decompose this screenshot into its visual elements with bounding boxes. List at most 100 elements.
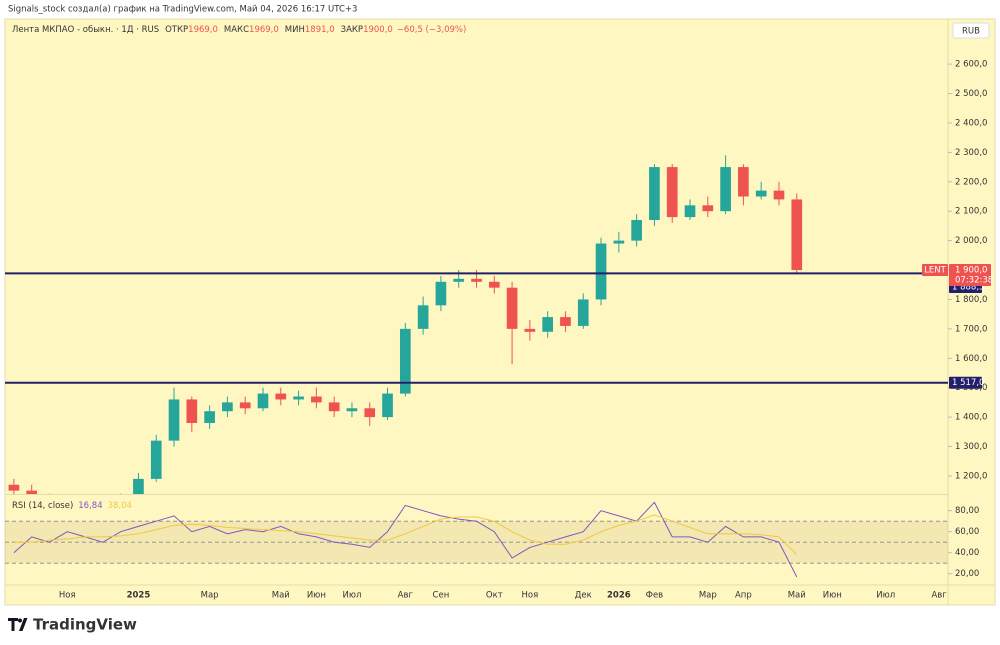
logo: TradingView <box>8 616 137 634</box>
x-tick-label: Мар <box>201 591 219 601</box>
candle-body <box>791 199 803 271</box>
x-tick-label: Авг <box>398 591 414 601</box>
x-tick-label: Сен <box>433 591 450 601</box>
candle-body <box>524 328 536 332</box>
countdown: 07:32:38 <box>955 276 993 286</box>
x-tick-label: Июн <box>823 591 842 601</box>
y-tick-label: 2 100,0 <box>955 207 987 217</box>
rsi-pane: RSI (14, close) 16,84 38,04 <box>5 501 948 578</box>
candle-body <box>738 167 749 197</box>
rsi-ma-line <box>13 514 798 556</box>
candle-body <box>239 402 251 409</box>
y-tick-label: 1 800,0 <box>955 295 987 305</box>
candle-body <box>649 167 660 221</box>
candle-body <box>631 220 642 241</box>
rsi-readout: 38,04 <box>108 501 132 511</box>
candle-body <box>364 408 376 418</box>
rsi-y-tick-label: 80,00 <box>955 506 979 516</box>
axes: 1 200,01 300,01 400,01 500,01 600,01 700… <box>59 60 993 601</box>
ohlc-label: МАКС <box>224 25 249 35</box>
candle-body <box>471 278 482 282</box>
x-tick-label: Дек <box>575 591 592 601</box>
ohlc-value: 1969,0 <box>249 25 279 35</box>
ticker: LENT <box>924 266 946 276</box>
candle-body <box>222 402 233 412</box>
x-tick-label: Май <box>272 591 290 601</box>
candle-body <box>150 440 162 479</box>
candle-body <box>435 281 447 306</box>
candle-body <box>595 243 607 300</box>
price-pane <box>5 155 948 494</box>
x-tick-label: Окт <box>486 591 503 601</box>
y-tick-label: 2 200,0 <box>955 177 987 187</box>
x-tick-label: Июл <box>342 591 361 601</box>
candle-body <box>346 408 358 412</box>
currency: RUB <box>962 27 980 37</box>
candle-body <box>506 287 518 329</box>
attribution: Signals_stock создал(а) график на Tradin… <box>8 5 357 15</box>
x-tick-label: Май <box>788 591 806 601</box>
rsi-title: RSI (14, close) <box>12 501 73 511</box>
candle-body <box>328 402 340 412</box>
level-label: 1 517,0 <box>952 378 984 388</box>
y-tick-label: 1 400,0 <box>955 413 987 423</box>
currency-box[interactable] <box>952 22 990 39</box>
ohlc-label: МИН <box>285 25 305 35</box>
candle-body <box>773 190 785 200</box>
y-tick-label: 2 000,0 <box>955 236 987 246</box>
chart-background <box>4 18 996 606</box>
y-tick-label: 2 500,0 <box>955 89 987 99</box>
x-tick-label: 2026 <box>607 591 631 601</box>
y-tick-label: 1 300,0 <box>955 442 987 452</box>
y-tick-label: 1 700,0 <box>955 324 987 334</box>
rsi-line <box>13 501 798 578</box>
rsi-legend: RSI (14, close) 16,84 38,04 <box>12 501 132 511</box>
x-tick-label: Апр <box>735 591 752 601</box>
level-badge <box>949 376 982 389</box>
x-tick-label: Июн <box>307 591 326 601</box>
candle-body <box>488 281 500 288</box>
brand: TradingView <box>33 616 137 634</box>
candle-body <box>720 167 731 212</box>
candle-body <box>453 278 465 282</box>
level-label: 1 888,5 <box>952 283 984 293</box>
legend: Лента МКПАО - обыкн. · 1Д · RUS ОТКР 1969,… <box>12 25 466 35</box>
candle-body <box>168 399 180 441</box>
ohlc-value: 1891,0 <box>305 25 335 35</box>
candle-body <box>8 484 20 491</box>
y-tick-label: 1 200,0 <box>955 471 987 481</box>
x-tick-label: Июл <box>876 591 895 601</box>
symbol: Лента МКПАО - обыкн. · 1Д · RUS <box>12 25 159 35</box>
candle-body <box>560 317 571 326</box>
legend-text: Лента МКПАО - обыкн. · 1Д · RUS ОТКР 1969,… <box>12 25 466 35</box>
rsi-y-tick-label: 20,00 <box>955 569 979 579</box>
ohlc-label: ОТКР <box>165 25 188 35</box>
ticker-badge <box>922 264 948 277</box>
x-tick-label: Мар <box>699 591 717 601</box>
candle-body <box>399 328 411 394</box>
x-tick-label: 2025 <box>127 591 151 601</box>
candle-body <box>666 167 678 218</box>
y-tick-label: 2 400,0 <box>955 118 987 128</box>
candle-body <box>186 399 198 423</box>
candle-body <box>275 393 287 400</box>
candle-body <box>577 299 589 326</box>
price-badge <box>949 264 991 287</box>
candle-body <box>293 396 304 400</box>
candle-body <box>382 393 393 418</box>
candle-body <box>257 393 269 409</box>
x-tick-label: Ноя <box>59 591 76 601</box>
y-tick-label: 2 300,0 <box>955 148 987 158</box>
rsi-y-tick-label: 40,00 <box>955 548 979 558</box>
candle-body <box>417 305 429 329</box>
rsi-readout: 16,84 <box>78 501 102 511</box>
candle-body <box>204 411 215 423</box>
y-tick-label: 1 600,0 <box>955 354 987 364</box>
x-tick-label: Фев <box>646 591 664 601</box>
candle-body <box>26 490 38 494</box>
candle-body <box>542 317 554 332</box>
candle-body <box>133 478 144 494</box>
x-tick-label: Ноя <box>522 591 539 601</box>
candle-body <box>613 240 625 244</box>
